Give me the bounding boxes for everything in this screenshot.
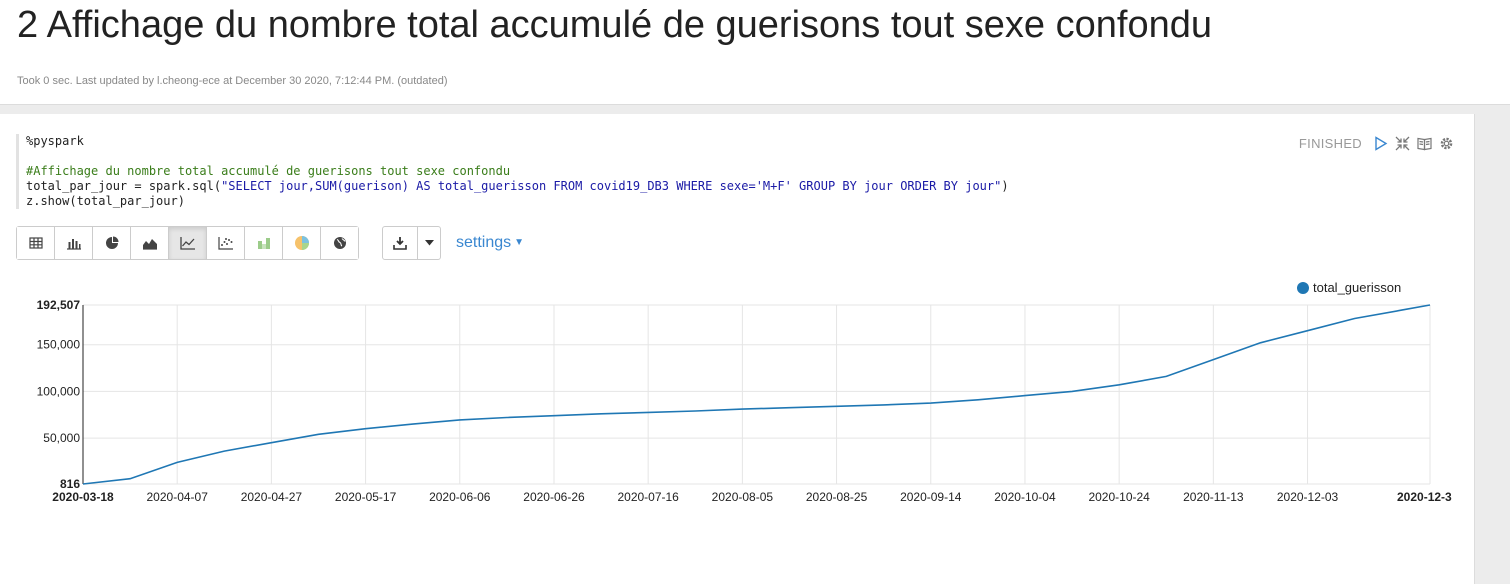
download-group [382, 226, 441, 260]
x-tick-label: 2020-12-03 [1277, 490, 1339, 504]
chart-grid [82, 304, 1431, 485]
pie-chart-icon [105, 236, 118, 249]
y-tick-label: 816 [60, 477, 80, 491]
settings-label: settings [456, 234, 512, 251]
y-tick-label: 50,000 [43, 431, 80, 445]
collapse-icon[interactable] [1395, 136, 1410, 151]
scatter-chart-button[interactable] [207, 227, 245, 259]
x-tick-label: 2020-12-3 [1397, 490, 1452, 504]
caret-down-icon: ▼ [514, 237, 525, 248]
paragraph-controls: FINISHED [1299, 136, 1454, 151]
code-line: total_par_jour = spark.sql("SELECT jour,… [26, 179, 1126, 194]
code-line: %pyspark [26, 134, 84, 148]
area-chart-icon [142, 239, 157, 250]
donut-chart-button[interactable] [283, 227, 321, 259]
x-tick-label: 2020-08-05 [712, 490, 774, 504]
book-icon[interactable] [1417, 136, 1432, 151]
last-updated-status: Took 0 sec. Last updated by l.cheong-ece… [17, 75, 448, 87]
y-tick-label: 192,507 [37, 298, 81, 312]
line-chart-icon [179, 237, 195, 250]
chart-legend[interactable]: total_guerisson [1297, 280, 1401, 295]
x-tick-label: 2020-04-27 [241, 490, 303, 504]
download-menu-toggle[interactable] [418, 227, 440, 259]
code-editor[interactable]: %pyspark #Affichage du nombre total accu… [16, 134, 1126, 209]
area-chart-button[interactable] [131, 227, 169, 259]
stacked-chart-button[interactable] [245, 227, 283, 259]
legend-swatch [1297, 282, 1309, 294]
table-icon [28, 237, 43, 249]
code-segment: ) [1001, 179, 1009, 193]
chart-series [82, 304, 1431, 485]
bar-chart-icon [66, 239, 81, 250]
x-tick-label: 2020-08-25 [806, 490, 868, 504]
x-tick-label: 2020-09-14 [900, 490, 962, 504]
code-segment: total_par_jour = spark.sql( [26, 179, 222, 193]
series-line-total-guerisson [82, 304, 1431, 485]
settings-link[interactable]: settings ▼ [456, 234, 524, 252]
notebook-paragraph: %pyspark #Affichage du nombre total accu… [0, 114, 1475, 584]
caret-down-icon [424, 240, 434, 246]
x-tick-label: 2020-07-16 [617, 490, 679, 504]
line-chart-button[interactable] [169, 227, 207, 259]
gear-icon[interactable] [1439, 136, 1454, 151]
pie-chart-button[interactable] [93, 227, 131, 259]
bar-chart-button[interactable] [55, 227, 93, 259]
legend-label: total_guerisson [1313, 280, 1401, 295]
download-button[interactable] [383, 227, 418, 259]
donut-chart-icon [294, 236, 309, 250]
x-tick-label: 2020-10-04 [994, 490, 1056, 504]
chart-axes: 816 50,000 100,000 150,000 192,507 2020-03-18… [37, 298, 1452, 504]
y-tick-label: 150,000 [37, 338, 81, 352]
code-line: #Affichage du nombre total accumulé de g… [26, 164, 511, 178]
download-icon [393, 237, 407, 250]
visualization-toolbar [16, 226, 359, 260]
x-tick-label: 2020-05-17 [335, 490, 397, 504]
x-tick-label: 2020-06-06 [429, 490, 491, 504]
y-tick-label: 100,000 [37, 384, 81, 398]
stacked-chart-icon [257, 238, 270, 249]
x-tick-label: 2020-11-13 [1183, 490, 1244, 504]
paragraph-status: FINISHED [1298, 136, 1362, 151]
table-view-button[interactable] [17, 227, 55, 259]
x-tick-label: 2020-03-18 [52, 490, 114, 504]
page-title: 2 Affichage du nombre total accumulé de … [17, 4, 1212, 46]
scatter-chart-icon [217, 237, 233, 250]
x-tick-label: 2020-06-26 [523, 490, 585, 504]
code-line: z.show(total_par_jour) [26, 194, 185, 208]
code-string: "SELECT jour,SUM(guerison) AS total_guer… [221, 179, 1002, 193]
map-chart-button[interactable] [321, 227, 358, 259]
x-tick-label: 2020-04-07 [147, 490, 209, 504]
globe-icon [333, 237, 346, 249]
x-tick-label: 2020-10-24 [1088, 490, 1150, 504]
run-icon[interactable] [1373, 136, 1388, 151]
page-header: 2 Affichage du nombre total accumulé de … [0, 0, 1510, 105]
